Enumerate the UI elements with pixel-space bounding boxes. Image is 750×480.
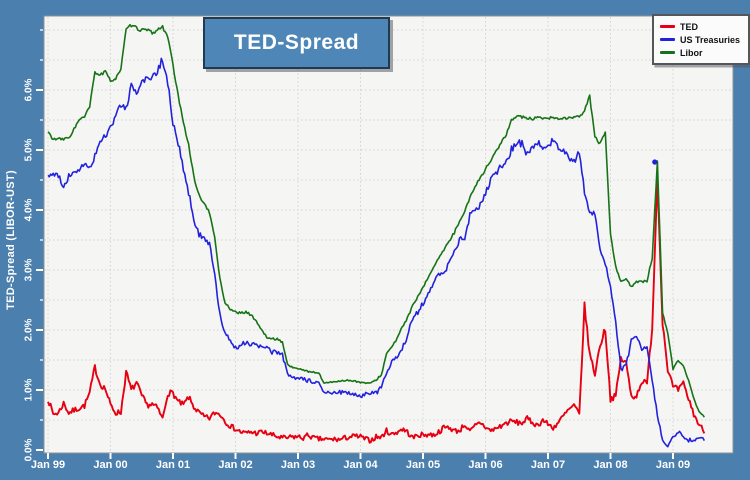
x-tick-label: Jan 02 [218,459,253,471]
legend-item-ted: TED [660,20,740,33]
chart-title: TED-Spread [233,31,360,54]
legend-item-libor: Libor [660,46,740,59]
axis-ticks [36,29,674,459]
peak-marker-dot [652,159,658,165]
y-tick-label: 1.0% [23,378,35,402]
x-tick-label: Jan 05 [405,459,441,471]
series-line-ted [47,179,706,444]
legend-label-us-treasuries: US Treasuries [680,34,741,45]
x-tick-label: Jan 03 [280,459,316,471]
legend-item-us-treasuries: US Treasuries [660,33,740,46]
series-lines [47,23,706,448]
x-tick-label: Jan 01 [155,459,191,471]
x-tick-label: Jan 06 [468,459,503,471]
y-tick-label: 5.0% [23,138,35,162]
y-tick-label: 3.0% [23,258,35,282]
y-tick-label: 0.0% [23,438,35,462]
y-tick-label: 6.0% [23,78,35,102]
legend-label-ted: TED [680,21,698,32]
y-axis-title: TED-Spread (LIBOR-UST) [5,170,17,310]
x-tick-label: Jan 07 [530,459,566,471]
ted-line-swatch [660,25,675,28]
legend-label-libor: Libor [680,47,703,58]
series-line-libor [47,23,705,418]
x-tick-label: Jan 00 [93,459,128,471]
legend: TED US Treasuries Libor [652,14,750,65]
us-treasuries-line-swatch [660,38,675,41]
y-tick-label: 2.0% [23,318,35,342]
x-tick-label: Jan 99 [30,459,66,471]
x-tick-label: Jan 08 [593,459,628,471]
chart-title-box: TED-Spread [203,17,390,69]
x-tick-label: Jan 09 [655,459,691,471]
libor-line-swatch [660,51,675,54]
y-tick-label: 4.0% [23,198,35,222]
series-line-us-treasuries [47,57,706,448]
x-tick-label: Jan 04 [343,459,378,471]
